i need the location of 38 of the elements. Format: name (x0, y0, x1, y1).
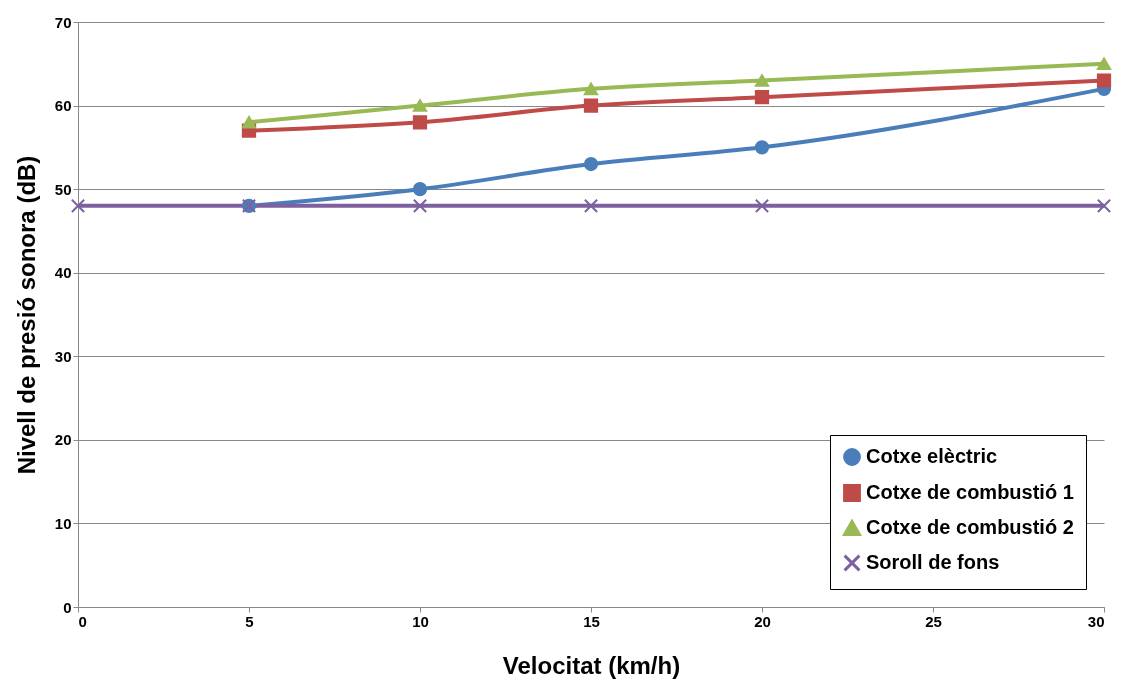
point (1096, 73, 1112, 88)
point (583, 98, 599, 113)
y-axis-title: Nivell de presió sonora (dB) (12, 155, 40, 475)
x-tick-label: 20 (754, 612, 771, 630)
point (412, 198, 428, 213)
point (1096, 57, 1112, 71)
point (754, 140, 770, 155)
y-tick-label: 40 (54, 264, 72, 282)
point (412, 115, 428, 130)
x-tick-label: 5 (245, 612, 254, 630)
point (754, 198, 770, 213)
x-tick-label: 0 (78, 612, 87, 630)
x-tick-label: 30 (1087, 612, 1105, 630)
point (754, 74, 770, 87)
point (583, 156, 599, 172)
y-tick-label: 60 (54, 97, 72, 115)
point (70, 198, 86, 213)
x-tick-label: 10 (412, 612, 429, 630)
y-tick-label: 20 (54, 431, 72, 449)
y-tick-label: 10 (54, 514, 72, 532)
y-tick-label: 50 (54, 180, 72, 198)
x-tick-label: 25 (925, 612, 942, 630)
point (583, 198, 599, 213)
legend-label: Cotxe de combustió 1 (866, 481, 1074, 503)
legend-label: Cotxe elèctric (866, 445, 998, 467)
point (1096, 198, 1112, 213)
legend-label: Cotxe de combustió 2 (866, 516, 1074, 538)
y-tick-label: 30 (54, 347, 72, 365)
point (754, 90, 770, 105)
point (412, 99, 428, 112)
y-tick-label: 70 (54, 13, 72, 31)
y-tick-label: 0 (63, 598, 72, 616)
point (583, 82, 599, 96)
x-tick-label: 15 (583, 612, 600, 630)
point (412, 182, 428, 197)
point (241, 115, 257, 129)
legend-label: Soroll de fons (866, 551, 1000, 573)
x-axis-title: Velocitat (km/h) (502, 651, 681, 679)
